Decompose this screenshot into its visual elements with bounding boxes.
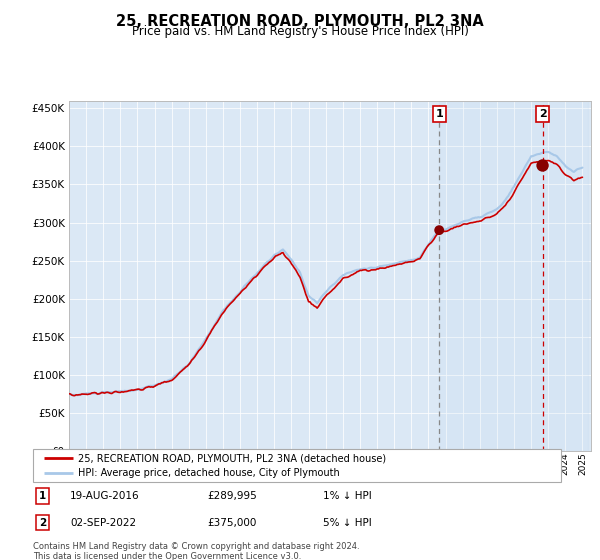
- Point: [538, 161, 547, 170]
- Text: 2: 2: [539, 109, 547, 119]
- Text: 1% ↓ HPI: 1% ↓ HPI: [323, 491, 372, 501]
- Text: £375,000: £375,000: [207, 517, 257, 528]
- Text: 1: 1: [39, 491, 46, 501]
- Text: 25, RECREATION ROAD, PLYMOUTH, PL2 3NA: 25, RECREATION ROAD, PLYMOUTH, PL2 3NA: [116, 14, 484, 29]
- Text: £289,995: £289,995: [207, 491, 257, 501]
- Text: 2: 2: [39, 517, 46, 528]
- Point: [434, 226, 444, 235]
- Text: HPI: Average price, detached house, City of Plymouth: HPI: Average price, detached house, City…: [78, 469, 340, 478]
- Text: 25, RECREATION ROAD, PLYMOUTH, PL2 3NA (detached house): 25, RECREATION ROAD, PLYMOUTH, PL2 3NA (…: [78, 453, 386, 463]
- FancyBboxPatch shape: [33, 449, 561, 482]
- Text: Contains HM Land Registry data © Crown copyright and database right 2024.
This d: Contains HM Land Registry data © Crown c…: [33, 542, 359, 560]
- Text: 1: 1: [436, 109, 443, 119]
- Text: Price paid vs. HM Land Registry's House Price Index (HPI): Price paid vs. HM Land Registry's House …: [131, 25, 469, 38]
- Text: 5% ↓ HPI: 5% ↓ HPI: [323, 517, 372, 528]
- Bar: [439, 101, 587, 451]
- Text: 02-SEP-2022: 02-SEP-2022: [70, 517, 136, 528]
- Text: 19-AUG-2016: 19-AUG-2016: [70, 491, 140, 501]
